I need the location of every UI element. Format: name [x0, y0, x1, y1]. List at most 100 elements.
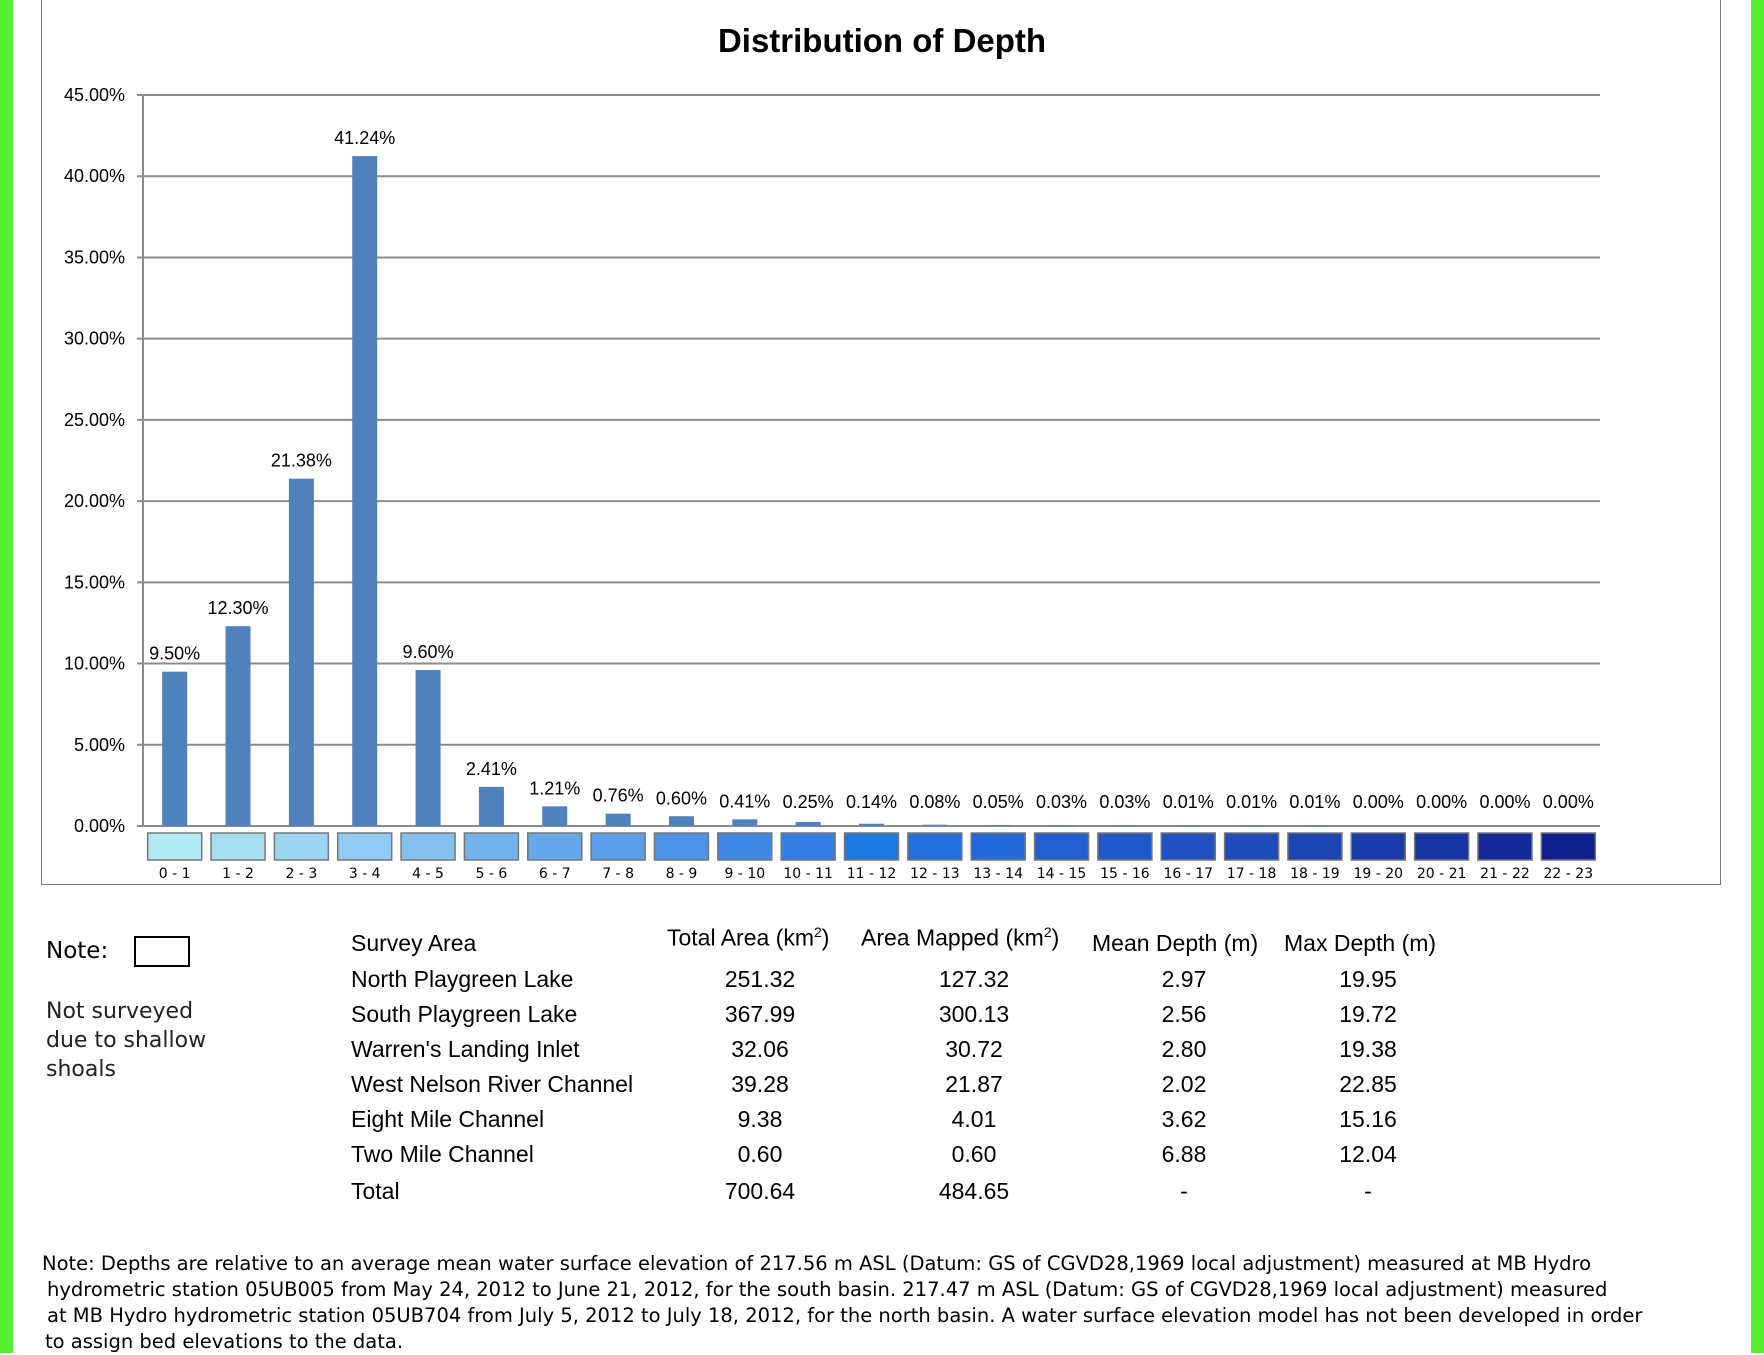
cell-survey-area: Two Mile Channel — [351, 1141, 534, 1167]
data-label: 0.41% — [719, 791, 770, 811]
bar — [1239, 825, 1265, 827]
legend-line: shoals — [46, 1057, 116, 1082]
footnote-line: hydrometric station 05UB005 from May 24,… — [47, 1278, 1608, 1301]
category-swatch — [1033, 832, 1090, 861]
bar — [795, 821, 821, 826]
category-swatch — [273, 832, 330, 861]
cell-max-depth: 22.85 — [1339, 1071, 1397, 1097]
cell-max-depth: 19.95 — [1339, 966, 1397, 992]
category-swatch — [970, 832, 1026, 861]
bar — [668, 816, 694, 826]
bar — [1175, 825, 1201, 827]
x-category-label: 5 - 6 — [476, 866, 508, 882]
x-axis-category-labels: 0 - 1 1 - 2 2 - 3 3 - 4 4 - 5 5 - 6 6 - 7 7 - 8… — [159, 866, 1593, 882]
category-swatch — [1350, 832, 1407, 861]
left-border-stripe — [0, 0, 13, 1353]
x-category-label: 11 - 12 — [847, 866, 897, 882]
bar — [605, 813, 631, 826]
category-swatches — [146, 832, 1597, 861]
footnote-line: at MB Hydro hydrometric station 05UB704 … — [47, 1304, 1643, 1327]
category-swatch — [1413, 832, 1470, 861]
y-tick-label: 45.00% — [64, 85, 125, 105]
data-label: 0.01% — [1289, 792, 1340, 812]
legend-note-label: Note: — [46, 938, 109, 964]
category-swatch — [400, 832, 456, 861]
header-area-mapped-superscript: 2 — [1043, 924, 1052, 940]
cell-total-area: 39.28 — [731, 1071, 789, 1097]
data-label: 0.01% — [1163, 792, 1214, 812]
cell-area-mapped: 484.65 — [938, 1178, 1010, 1204]
x-category-label: 17 - 18 — [1227, 866, 1277, 882]
cell-survey-area: West Nelson River Channel — [351, 1071, 634, 1097]
category-swatch — [1160, 832, 1216, 861]
cell-mean-depth: 3.62 — [1161, 1106, 1207, 1132]
data-label: 0.08% — [909, 792, 960, 812]
category-swatch — [1540, 832, 1597, 861]
header-total-area: Total Area (km2) — [667, 924, 829, 952]
cell-area-mapped: 300.13 — [938, 1001, 1010, 1027]
bar — [1302, 825, 1328, 827]
header-survey-area: Survey Area — [351, 930, 477, 956]
cell-survey-area: Warren's Landing Inlet — [351, 1036, 580, 1062]
category-swatch — [1287, 832, 1343, 861]
legend-line: due to shallow — [46, 1028, 207, 1053]
category-swatch — [210, 832, 266, 861]
y-tick-label: 10.00% — [64, 654, 125, 674]
right-border-stripe — [1751, 0, 1764, 1353]
category-swatch — [717, 832, 773, 861]
category-swatch — [463, 832, 520, 861]
bars — [162, 156, 1328, 827]
y-tick-label: 20.00% — [64, 491, 125, 511]
bar — [542, 806, 568, 826]
x-category-label: 19 - 20 — [1353, 866, 1403, 882]
category-swatch — [527, 832, 583, 861]
data-label: 0.00% — [1416, 792, 1467, 812]
cell-total-area: 367.99 — [724, 1001, 796, 1027]
data-label: 0.76% — [593, 786, 644, 806]
cell-area-mapped: 30.72 — [945, 1036, 1003, 1062]
data-labels: 9.50% 12.30% 21.38% 41.24% 9.60% 2.41% 1.21% 0.… — [149, 128, 1594, 812]
x-category-label: 3 - 4 — [349, 866, 381, 882]
data-label: 2.41% — [466, 759, 517, 779]
data-label: 41.24% — [334, 128, 395, 148]
cell-survey-area: North Playgreen Lake — [351, 966, 574, 992]
gridlines — [137, 94, 1600, 827]
legend-description: Not surveyed due to shallow shoals — [46, 997, 246, 1084]
x-category-label: 0 - 1 — [159, 866, 191, 882]
category-swatch — [1223, 832, 1280, 861]
y-tick-label: 15.00% — [64, 572, 125, 592]
y-tick-label: 40.00% — [64, 166, 125, 186]
category-swatch — [780, 832, 836, 861]
x-category-label: 16 - 17 — [1163, 866, 1213, 882]
data-label: 0.05% — [973, 792, 1024, 812]
header-area-mapped-close: ) — [1051, 924, 1060, 951]
x-category-label: 9 - 10 — [724, 866, 765, 882]
bar — [732, 819, 758, 826]
legend-swatch-not-surveyed — [134, 936, 190, 967]
cell-max-depth: 12.04 — [1339, 1141, 1397, 1167]
data-label: 0.03% — [1099, 792, 1150, 812]
x-category-label: 12 - 13 — [910, 866, 960, 882]
x-category-label: 15 - 16 — [1100, 866, 1150, 882]
bar — [352, 156, 378, 827]
data-label: 0.60% — [656, 788, 707, 808]
chart-frame — [41, 0, 1721, 885]
x-category-label: 21 - 22 — [1480, 866, 1530, 882]
cell-area-mapped: 127.32 — [938, 966, 1010, 992]
header-max-depth: Max Depth (m) — [1284, 930, 1437, 956]
cell-max-depth: 19.72 — [1339, 1001, 1397, 1027]
cell-total-area: 32.06 — [731, 1036, 789, 1062]
cell-survey-area: Total — [351, 1178, 400, 1204]
bar — [859, 823, 884, 826]
x-category-label: 13 - 14 — [973, 866, 1023, 882]
x-category-label: 14 - 15 — [1037, 866, 1087, 882]
y-tick-label: 0.00% — [74, 816, 125, 836]
bar — [288, 478, 314, 826]
data-label: 0.14% — [846, 792, 897, 812]
cell-area-mapped: 21.87 — [945, 1071, 1003, 1097]
data-label: 0.25% — [783, 792, 834, 812]
cell-mean-depth: 2.56 — [1161, 1001, 1207, 1027]
header-total-area-close: ) — [821, 924, 830, 951]
data-label: 0.00% — [1353, 792, 1404, 812]
cell-total-area: 700.64 — [724, 1178, 796, 1204]
